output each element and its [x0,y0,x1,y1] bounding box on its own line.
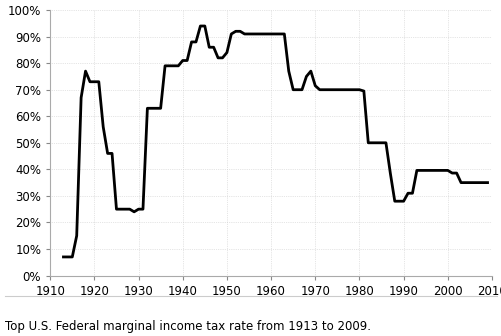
Text: Top U.S. Federal marginal income tax rate from 1913 to 2009.: Top U.S. Federal marginal income tax rat… [5,320,370,333]
